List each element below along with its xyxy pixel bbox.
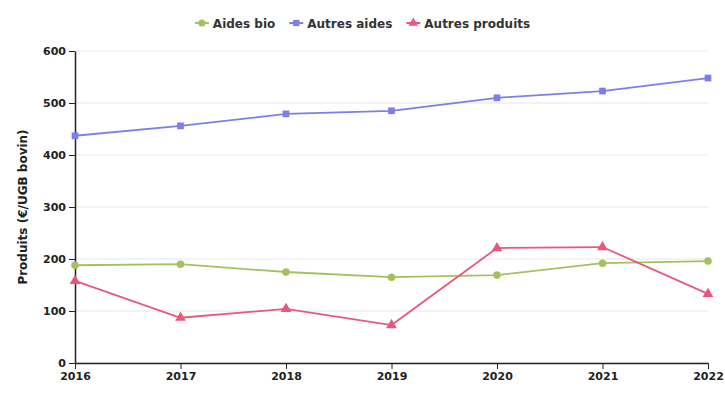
tick-mark (69, 259, 75, 260)
grid-line (75, 51, 708, 52)
tick-label: 2022 (693, 370, 724, 383)
tick-label: 500 (43, 97, 66, 110)
tick-mark (708, 363, 709, 369)
point (703, 288, 714, 297)
point (71, 261, 79, 269)
point (72, 132, 79, 139)
point (388, 273, 396, 281)
point (177, 260, 185, 268)
y-axis: 0 100 200 300 400 500 600 (43, 45, 75, 370)
tick-mark (69, 207, 75, 208)
tick-mark (69, 103, 75, 104)
tick-mark (69, 311, 75, 312)
point (705, 75, 712, 82)
tick-label: 2021 (588, 370, 619, 383)
grid (75, 51, 708, 363)
point (281, 303, 292, 312)
tick: 2020 (482, 363, 513, 383)
tick-mark (392, 363, 393, 369)
tick: 0 (58, 357, 75, 370)
tick-label: 2019 (377, 370, 408, 383)
plot-area (70, 75, 714, 328)
grid-line (75, 155, 708, 156)
legend-label: Aides bio (213, 17, 275, 31)
tick-mark (181, 363, 182, 369)
tick-label: 400 (43, 149, 66, 162)
point (177, 123, 184, 130)
legend-marker (408, 17, 418, 25)
tick: 200 (43, 253, 75, 266)
point (599, 259, 607, 267)
tick-label: 2018 (271, 370, 302, 383)
tick: 2021 (588, 363, 619, 383)
tick-mark (497, 363, 498, 369)
tick-label: 100 (43, 305, 66, 318)
point (493, 271, 501, 279)
y-axis-title: Produits (€/UGB bovin) (16, 129, 30, 284)
point (494, 94, 501, 101)
tick-mark (75, 363, 76, 369)
tick-label: 2020 (482, 370, 513, 383)
point (282, 268, 290, 276)
tick: 600 (43, 45, 75, 58)
tick-mark (69, 155, 75, 156)
point (70, 275, 81, 284)
tick-label: 0 (58, 357, 66, 370)
tick-label: 200 (43, 253, 66, 266)
point (386, 319, 397, 328)
grid-line (75, 259, 708, 260)
x-axis: 2016 2017 2018 2019 2020 2021 2022 (60, 363, 724, 383)
tick: 2016 (60, 363, 91, 383)
grid-line (75, 311, 708, 312)
legend-marker (293, 20, 299, 26)
tick: 300 (43, 201, 75, 214)
tick: 400 (43, 149, 75, 162)
tick-mark (69, 363, 75, 364)
legend-label: Autres produits (424, 17, 530, 31)
tick: 2022 (693, 363, 724, 383)
legend-label: Autres aides (307, 17, 392, 31)
tick-mark (286, 363, 287, 369)
tick: 100 (43, 305, 75, 318)
legend: Aides bio Autres aides Autres produits (195, 17, 530, 31)
series-line (75, 247, 708, 325)
series-line (75, 78, 708, 136)
legend-item: Aides bio (195, 17, 275, 31)
tick: 2017 (166, 363, 197, 383)
point (388, 107, 395, 114)
point (704, 257, 712, 265)
tick: 500 (43, 97, 75, 110)
point (599, 88, 606, 95)
grid-line (75, 103, 708, 104)
point (283, 111, 290, 118)
chart: 0100200300400500600201620172018201920202… (0, 0, 725, 400)
legend-marker (198, 19, 205, 26)
tick-label: 2017 (166, 370, 197, 383)
tick-label: 2016 (60, 370, 91, 383)
tick-mark (603, 363, 604, 369)
point (175, 312, 186, 321)
grid-line (75, 207, 708, 208)
tick-label: 300 (43, 201, 66, 214)
point (597, 241, 608, 250)
point (492, 242, 503, 251)
tick: 2019 (377, 363, 408, 383)
tick-label: 600 (43, 45, 66, 58)
tick: 2018 (271, 363, 302, 383)
legend-item: Autres produits (406, 17, 530, 31)
legend-item: Autres aides (289, 17, 392, 31)
tick-mark (69, 51, 75, 52)
